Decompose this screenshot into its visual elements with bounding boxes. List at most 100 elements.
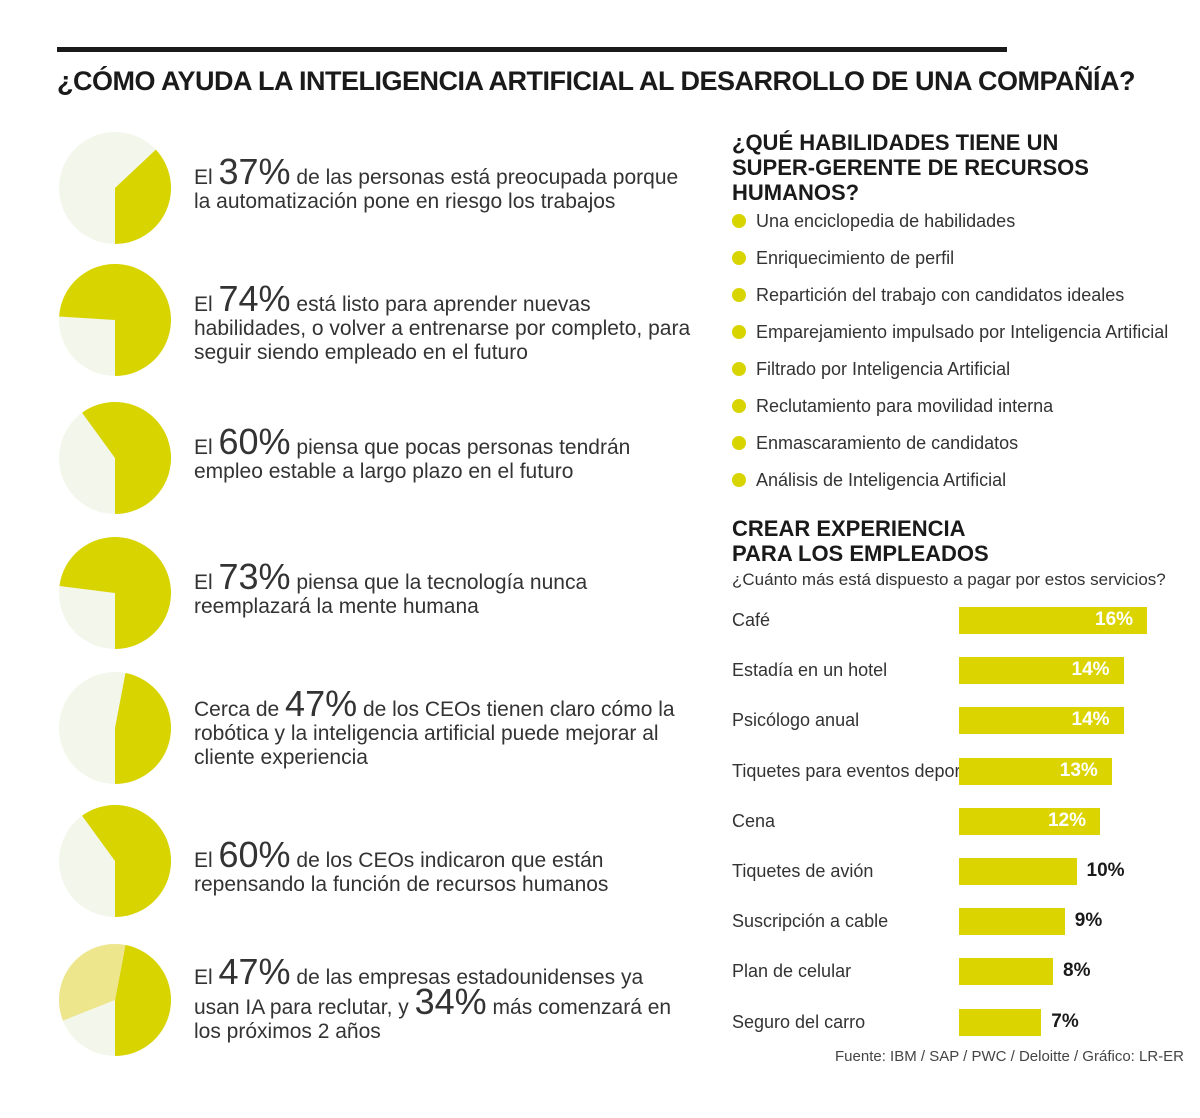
stat-value-secondary: 34%	[414, 981, 487, 1022]
bar-category-label: Tiquetes para eventos deportivos	[732, 760, 998, 781]
skill-label: Repartición del trabajo con candidatos i…	[756, 285, 1125, 305]
bar-category-label: Estadía en un hotel	[732, 660, 888, 681]
pie-chart	[59, 805, 172, 917]
stat-prefix: El	[194, 293, 219, 316]
experience-subtitle: ¿Cuánto más está dispuesto a pagar por e…	[732, 570, 1166, 589]
bar-row: Tiquetes para eventos deportivos 13%	[732, 757, 1172, 788]
stat-description: piensa que pocas personas tendrán empleo…	[194, 436, 631, 483]
bar-category-label: Tiquetes de avión	[732, 861, 874, 881]
bar	[959, 908, 1065, 936]
pie-slice	[82, 402, 172, 514]
skill-label: Enriquecimiento de perfil	[756, 248, 955, 268]
bullet-dot-icon	[732, 399, 746, 413]
skill-item: Emparejamiento impulsado por Inteligenci…	[732, 321, 1168, 343]
bar	[959, 607, 1147, 634]
pie-slice	[59, 264, 171, 376]
bar	[959, 757, 1112, 785]
stat-description-end: más comenzará en los próximos 2 años	[194, 996, 672, 1043]
stat-value: 47%	[218, 951, 291, 992]
bar-row: Estadía en un hotel 14%	[732, 657, 1172, 687]
pie-chart	[59, 672, 172, 784]
bullet-dot-icon	[732, 251, 746, 265]
stat-description: de las personas está preocupada porque l…	[194, 166, 679, 213]
bullet-dot-icon	[732, 436, 746, 450]
stat-row: El 60% de los CEOs indicaron que están r…	[57, 803, 687, 923]
bar-value-label: 12%	[1048, 809, 1087, 831]
pie-chart	[59, 264, 171, 376]
skill-label: Enmascaramiento de candidatos	[756, 433, 1019, 453]
stat-value: 73%	[218, 556, 291, 597]
pie-chart	[59, 537, 171, 649]
skill-label: Filtrado por Inteligencia Artificial	[756, 359, 1011, 379]
pie-slice-secondary	[58, 943, 126, 1021]
stat-value: 60%	[218, 834, 291, 875]
bullet-dot-icon	[732, 362, 746, 376]
stat-prefix: El	[194, 166, 219, 189]
stat-prefix: El	[194, 436, 219, 459]
stat-row: El 37% de las personas está preocupada p…	[57, 130, 687, 250]
skill-label: Análisis de Inteligencia Artificial	[756, 470, 1007, 490]
bar-value-label: 10%	[1086, 860, 1125, 881]
bar	[959, 657, 1124, 685]
skill-item: Enmascaramiento de candidatos	[732, 432, 1018, 454]
stat-row: El 74% está listo para aprender nuevas h…	[57, 262, 690, 382]
bullet-dot-icon	[732, 473, 746, 487]
pie-slice	[59, 537, 171, 649]
bar-value-label: 8%	[1063, 960, 1091, 982]
source-note: Fuente: IBM / SAP / PWC / Deloitte / Grá…	[835, 1048, 1184, 1065]
stat-text: El 47% de las empresas estadounidenses y…	[194, 954, 694, 1044]
experience-title-line2: PARA LOS EMPLEADOS	[732, 541, 989, 566]
bar-value-label: 14%	[1071, 709, 1110, 731]
skill-label: Una enciclopedia de habilidades	[756, 211, 1016, 231]
pie-chart	[58, 943, 172, 1056]
pie-chart	[59, 402, 172, 514]
bar	[959, 958, 1053, 986]
skill-item: Una enciclopedia de habilidades	[732, 210, 1015, 232]
bar-value-label: 16%	[1095, 609, 1134, 630]
bar-category-label: Seguro del carro	[732, 1011, 866, 1032]
page-title: ¿CÓMO AYUDA LA INTELIGENCIA ARTIFICIAL A…	[57, 66, 1135, 96]
bar-category-label: Cena	[732, 810, 776, 831]
skill-item: Análisis de Inteligencia Artificial	[732, 469, 1006, 491]
stat-prefix: El	[194, 571, 219, 594]
skill-item: Reclutamiento para movilidad interna	[732, 395, 1053, 417]
bullet-dot-icon	[732, 214, 746, 228]
stat-description: de los CEOs indicaron que están repensan…	[194, 849, 609, 896]
stat-text: El 37% de las personas está preocupada p…	[194, 154, 694, 214]
top-rule	[57, 47, 1007, 52]
experience-title-line1: CREAR EXPERIENCIA	[732, 516, 966, 541]
stat-row: El 60% piensa que pocas personas tendrán…	[57, 400, 687, 520]
stat-description: de las empresas estadounidenses ya usan …	[194, 966, 644, 1019]
bar-category-label: Psicólogo anual	[732, 710, 860, 731]
stat-value: 60%	[218, 421, 291, 462]
stat-prefix: El	[194, 849, 219, 872]
bar	[959, 858, 1077, 885]
stat-text: El 60% de los CEOs indicaron que están r…	[194, 837, 694, 897]
stat-text: El 73% piensa que la tecnología nunca re…	[194, 559, 694, 619]
bar-row: Plan de celular 8%	[732, 958, 1172, 988]
stat-value: 37%	[218, 151, 291, 192]
skill-item: Enriquecimiento de perfil	[732, 247, 954, 269]
bar	[959, 707, 1124, 735]
stat-prefix: El	[194, 966, 219, 989]
stat-row: Cerca de 47% de los CEOs tienen claro có…	[57, 670, 687, 790]
bar-category-label: Café	[732, 610, 771, 630]
pie-slice	[115, 672, 172, 784]
bar-category-label: Suscripción a cable	[732, 911, 889, 932]
pie-slice	[115, 149, 171, 244]
skill-label: Emparejamiento impulsado por Inteligenci…	[756, 322, 1169, 342]
pie-slice	[82, 805, 172, 917]
bar-row: Cena 12%	[732, 807, 1172, 838]
bar-value-label: 9%	[1074, 910, 1103, 932]
bar	[959, 1008, 1042, 1036]
bullet-dot-icon	[732, 325, 746, 339]
pie-chart	[59, 132, 171, 244]
bar-category-label: Plan de celular	[732, 961, 852, 982]
stat-text: El 60% piensa que pocas personas tendrán…	[194, 424, 694, 484]
stat-description: piensa que la tecnología nunca reemplaza…	[194, 571, 588, 618]
stat-text: El 74% está listo para aprender nuevas h…	[194, 281, 694, 365]
bar-value-label: 14%	[1071, 659, 1110, 681]
bar	[959, 807, 1100, 835]
stat-description: está listo para aprender nuevas habilida…	[194, 293, 691, 364]
bar-row: Suscripción a cable 9%	[732, 908, 1172, 938]
